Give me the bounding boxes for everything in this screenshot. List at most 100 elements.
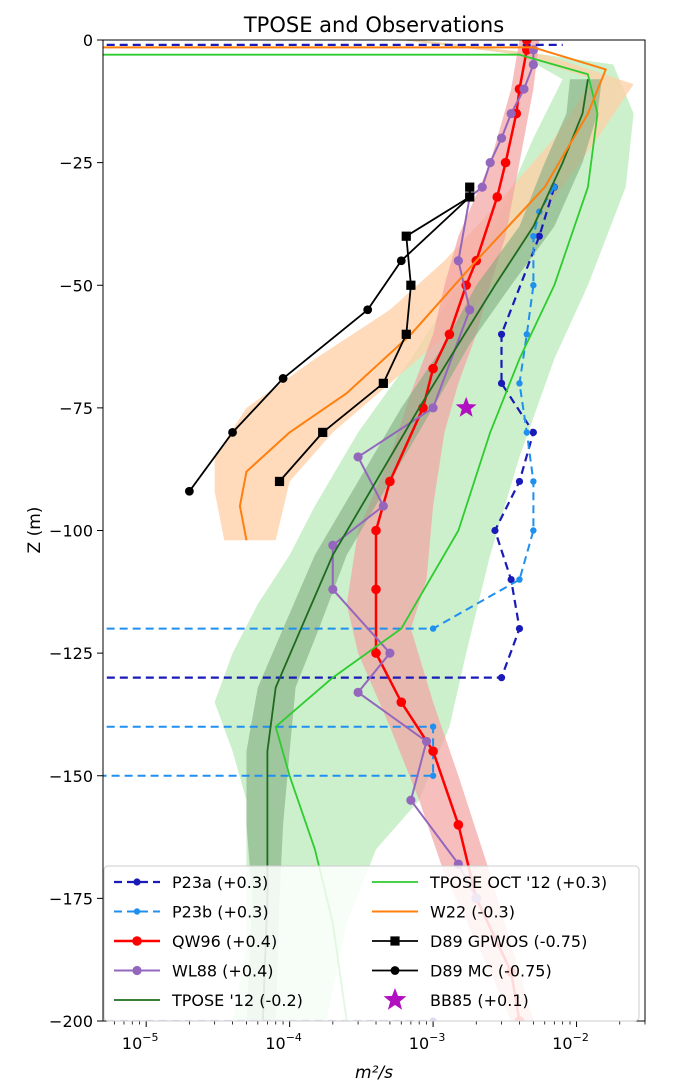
chart-title: TPOSE and Observations (243, 13, 504, 37)
data-point (497, 674, 506, 682)
data-point (465, 192, 475, 202)
legend-marker (132, 965, 142, 976)
y-tick-label: −50 (59, 276, 93, 295)
legend-entry-bb85-0-1: BB85 (+0.1) (383, 988, 529, 1010)
data-point (429, 723, 437, 730)
legend-label: D89 GPWOS (-0.75) (430, 932, 587, 951)
legend-label: TPOSE '12 (-0.2) (171, 991, 303, 1010)
legend-entry-d89-gpwos-0-75: D89 GPWOS (-0.75) (372, 932, 587, 951)
legend-label: P23a (+0.3) (172, 873, 268, 892)
series-line (261, 79, 589, 1021)
legend-entry-tpose-oct-12-0-3: TPOSE OCT '12 (+0.3) (372, 873, 607, 892)
data-point (371, 648, 381, 658)
x-tick-label: 10−5 (122, 1031, 159, 1053)
y-tick-label: −150 (49, 767, 93, 786)
legend-marker (390, 936, 400, 946)
legend: P23a (+0.3) P23b (+0.3) QW96 (+0.4) WL88 (+… (103, 865, 640, 1022)
data-point (530, 282, 537, 289)
legend-entry-d89-mc-0-75: D89 MC (-0.75) (372, 962, 552, 981)
legend-label: TPOSE OCT '12 (+0.3) (429, 873, 607, 892)
data-point (444, 329, 455, 340)
y-axis-label: Z (m) (25, 507, 45, 554)
data-point (378, 501, 388, 511)
data-point (396, 697, 407, 707)
legend-label: D89 MC (-0.75) (430, 962, 552, 981)
data-point (385, 648, 395, 658)
y-tick-label: −175 (49, 889, 93, 908)
data-point (485, 158, 495, 168)
data-point (515, 625, 524, 633)
legend-label: WL88 (+0.4) (172, 962, 274, 981)
legend-entry-p23b-0-3: P23b (+0.3) (114, 903, 269, 922)
data-point (378, 378, 388, 388)
data-point (184, 486, 194, 496)
legend-box (103, 865, 640, 1022)
series-bb85-0-1 (455, 396, 477, 417)
y-tick-label: −75 (59, 399, 93, 418)
data-point (519, 84, 529, 94)
data-point (406, 795, 416, 805)
data-point (274, 476, 285, 487)
data-point (353, 452, 363, 462)
data-point (522, 40, 532, 45)
x-tick-label: 10−2 (552, 1031, 589, 1053)
data-point (516, 380, 523, 387)
legend-marker (133, 878, 141, 886)
data-point (228, 428, 237, 437)
series-line (103, 53, 599, 1021)
data-point (515, 477, 524, 486)
legend-marker (383, 988, 407, 1010)
legend-label: P23b (+0.3) (172, 903, 269, 922)
series-line (103, 46, 607, 541)
data-point (507, 575, 515, 584)
data-point (496, 133, 507, 143)
legend-marker (133, 908, 141, 915)
series-p23b-0-3 (103, 183, 558, 632)
data-point (401, 231, 411, 241)
data-point (523, 429, 531, 436)
spread-band-1 (214, 40, 634, 541)
data-point (428, 403, 438, 413)
legend-entry-tpose-12-0-2: TPOSE '12 (-0.2) (114, 991, 303, 1010)
spread-band-3 (246, 79, 602, 1021)
y-tick-label: −100 (49, 522, 93, 541)
data-point (497, 379, 506, 387)
series-w22-0-3 (103, 46, 607, 541)
legend-entry-p23a-0-3: P23a (+0.3) (114, 873, 268, 892)
y-tick-label: −25 (59, 154, 93, 173)
data-point (453, 820, 464, 830)
data-point (371, 584, 381, 595)
data-point (530, 527, 537, 534)
data-point (529, 428, 537, 436)
series-tpose-12-0-2 (261, 79, 589, 1021)
data-point (465, 182, 475, 192)
legend-marker (132, 936, 142, 946)
spread-band-2 (346, 40, 540, 1021)
y-tick-label: −200 (49, 1012, 93, 1031)
data-point (465, 305, 475, 315)
series-p23b-0-3 (103, 723, 437, 779)
legend-entry-wl88-0-4: WL88 (+0.4) (114, 962, 274, 981)
series-d89-mc-0-75 (184, 182, 475, 496)
data-point (523, 331, 531, 338)
data-point (278, 374, 288, 383)
data-point (428, 746, 438, 757)
x-tick-label: 10−4 (265, 1031, 302, 1053)
data-point (506, 108, 516, 119)
data-point (530, 478, 537, 485)
series-line (103, 725, 435, 777)
data-point (371, 525, 381, 536)
data-point (328, 540, 338, 550)
data-point (428, 363, 438, 374)
legend-label: BB85 (+0.1) (430, 991, 529, 1010)
data-point (455, 396, 477, 417)
data-point (401, 329, 411, 339)
data-point (318, 427, 328, 437)
data-point (421, 736, 432, 747)
legend-marker (390, 966, 400, 975)
x-axis-label: m²/s (355, 1063, 393, 1083)
data-point (528, 59, 538, 70)
data-point (530, 233, 537, 240)
data-point (516, 576, 523, 583)
